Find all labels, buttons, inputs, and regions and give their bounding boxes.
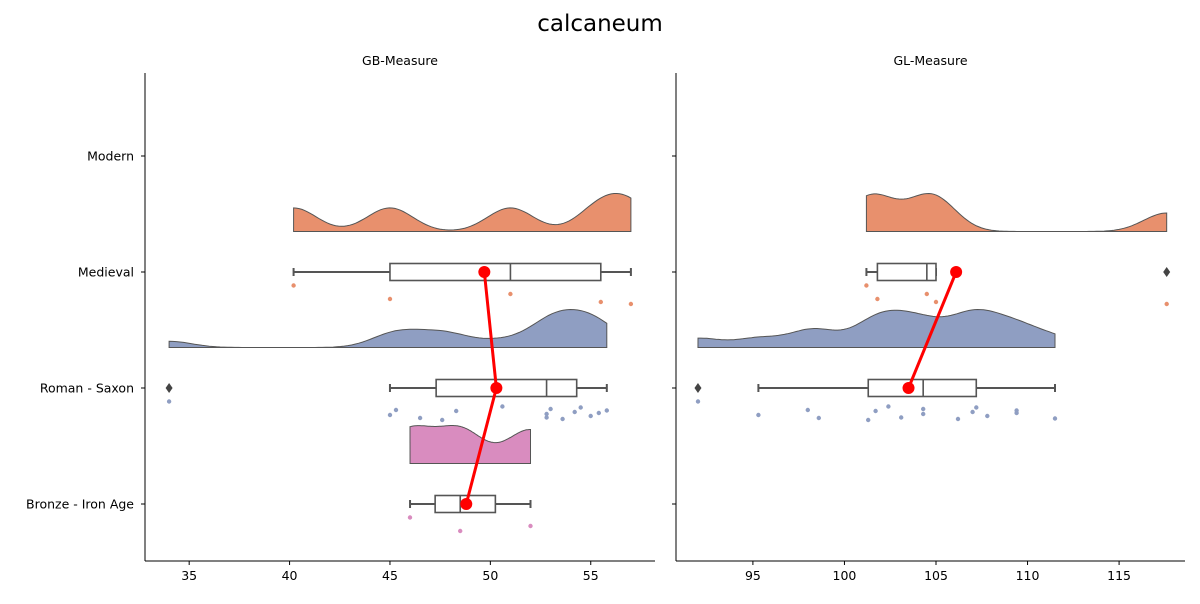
rain-point-roman-saxon <box>572 409 577 415</box>
y-tick-label: Modern <box>87 149 134 164</box>
rain-point-bronze-iron-age <box>528 523 533 529</box>
x-tick-label: 55 <box>583 568 599 583</box>
x-tick-label: 95 <box>745 568 761 583</box>
rain-point-roman-saxon <box>970 409 975 415</box>
panel-title-gl-measure: GL-Measure <box>893 53 967 68</box>
rain-point-roman-saxon <box>548 406 553 412</box>
rain-point-medieval <box>628 301 634 307</box>
chart-title: calcaneum <box>537 11 663 37</box>
rain-point-medieval <box>598 299 603 305</box>
rain-point-medieval <box>387 296 393 302</box>
rain-point-roman-saxon <box>1052 416 1058 421</box>
y-tick-label: Medieval <box>78 265 134 280</box>
density-cloud-medieval <box>293 193 632 232</box>
rain-point-medieval <box>864 283 869 288</box>
rain-point-roman-saxon <box>921 406 926 412</box>
rain-point-roman-saxon <box>387 412 393 418</box>
outlier-marker-roman-saxon <box>165 383 173 393</box>
rain-point-medieval <box>1164 301 1169 307</box>
box-medieval <box>876 262 937 282</box>
rain-point-medieval <box>875 296 880 302</box>
rain-point-roman-saxon <box>955 416 961 422</box>
rain-point-roman-saxon <box>596 410 601 416</box>
rain-point-roman-saxon <box>873 408 878 414</box>
rain-point-roman-saxon <box>500 404 505 409</box>
panel-gb-measure: GB-Measure 35 40 45 50 55 Modern Medieval Roman … <box>26 53 655 583</box>
density-cloud-roman-saxon <box>168 308 608 348</box>
rain-point-roman-saxon <box>578 405 583 410</box>
rain-point-roman-saxon <box>544 415 549 420</box>
rain-point-roman-saxon <box>899 415 904 420</box>
outlier-marker-roman-saxon <box>694 383 702 393</box>
rain-point-roman-saxon <box>454 408 459 414</box>
rain-point-medieval <box>291 283 296 288</box>
rain-point-bronze-iron-age <box>458 528 463 534</box>
x-tick-label: 100 <box>833 568 857 583</box>
rain-point-roman-saxon <box>393 407 399 413</box>
rain-point-roman-saxon <box>695 399 701 404</box>
rain-point-roman-saxon <box>866 417 871 423</box>
rain-point-medieval <box>508 291 513 297</box>
rain-point-roman-saxon <box>560 416 565 422</box>
box-roman-saxon <box>867 378 978 398</box>
box-medieval <box>389 262 602 282</box>
rain-point-roman-saxon <box>417 415 423 421</box>
box-roman-saxon <box>435 378 578 398</box>
density-cloud-bronze-iron-age <box>409 425 532 464</box>
rain-point-bronze-iron-age <box>407 515 413 520</box>
rain-point-roman-saxon <box>921 411 926 417</box>
rain-point-medieval <box>924 291 929 297</box>
mean-marker <box>950 266 963 278</box>
rain-point-medieval <box>933 299 939 305</box>
rain-point-roman-saxon <box>1014 408 1019 413</box>
x-tick-label: 45 <box>382 568 398 583</box>
x-tick-label: 105 <box>924 568 948 583</box>
rain-point-roman-saxon <box>604 408 609 413</box>
panel-title-gb-measure: GB-Measure <box>362 53 438 68</box>
x-tick-label: 35 <box>181 568 197 583</box>
rain-point-roman-saxon <box>985 413 990 419</box>
rain-point-roman-saxon <box>544 411 549 417</box>
rain-point-roman-saxon <box>756 412 761 418</box>
y-tick-label: Bronze - Iron Age <box>26 497 134 512</box>
rain-point-roman-saxon <box>588 413 593 419</box>
rain-point-roman-saxon <box>816 415 821 421</box>
mean-marker <box>490 382 503 394</box>
rain-point-roman-saxon <box>440 417 445 423</box>
x-tick-label: 110 <box>1016 568 1040 583</box>
panel-gl-measure: GL-Measure 95 100 105 110 115 <box>672 53 1185 583</box>
mean-marker <box>478 266 491 278</box>
density-cloud-medieval <box>865 192 1168 232</box>
rain-point-roman-saxon <box>805 407 810 413</box>
x-tick-label: 50 <box>482 568 498 583</box>
density-cloud-roman-saxon <box>697 308 1056 348</box>
outlier-marker-medieval <box>1163 267 1171 277</box>
mean-line <box>907 271 958 389</box>
x-tick-label: 40 <box>282 568 298 583</box>
rain-point-roman-saxon <box>166 399 172 404</box>
rain-point-roman-saxon <box>886 404 891 409</box>
x-tick-label: 115 <box>1107 568 1131 583</box>
y-tick-label: Roman - Saxon <box>40 381 134 396</box>
mean-marker <box>902 382 915 394</box>
mean-marker <box>460 498 473 510</box>
rain-point-roman-saxon <box>974 405 979 410</box>
